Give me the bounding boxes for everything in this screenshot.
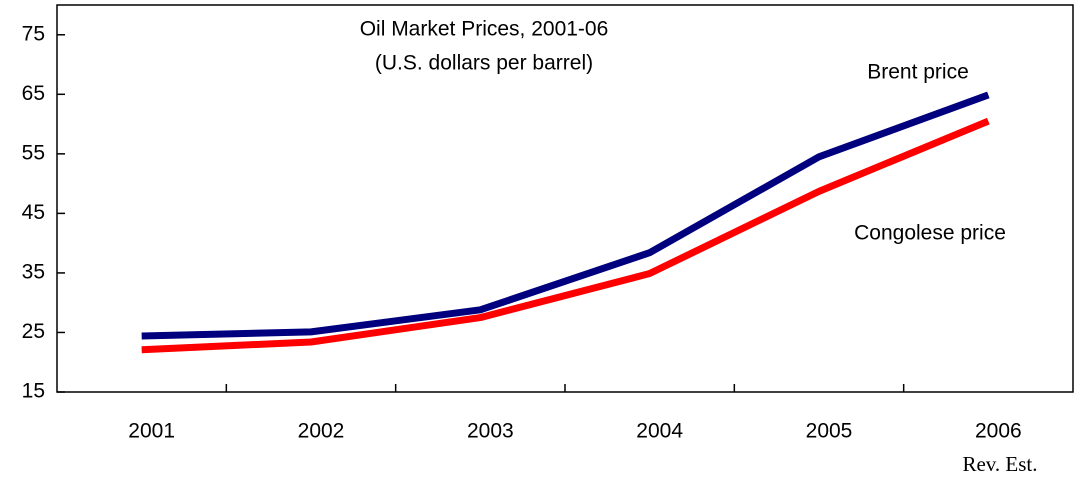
y-tick-label: 35 xyxy=(22,260,45,283)
x-tick-label: 2005 xyxy=(806,420,853,443)
annotation: Rev. Est. xyxy=(962,452,1037,476)
chart-subtitle: (U.S. dollars per barrel) xyxy=(375,52,593,75)
x-tick-label: 2006 xyxy=(975,420,1022,443)
series-line xyxy=(141,91,990,340)
y-tick-label: 55 xyxy=(22,141,45,164)
x-tick-label: 2004 xyxy=(636,420,683,443)
x-tick-label: 2002 xyxy=(298,420,345,443)
chart-title: Oil Market Prices, 2001-06 xyxy=(360,18,609,41)
y-tick-label: 65 xyxy=(22,82,45,105)
series-label: Brent price xyxy=(867,61,969,84)
x-tick-label: 2001 xyxy=(128,420,175,443)
y-tick-label: 15 xyxy=(22,380,45,403)
y-tick-label: 25 xyxy=(22,320,45,343)
y-tick-label: 45 xyxy=(22,201,45,224)
x-tick-label: 2003 xyxy=(467,420,514,443)
series-label: Congolese price xyxy=(854,222,1006,245)
series-line xyxy=(141,117,990,354)
y-tick-label: 75 xyxy=(22,22,45,45)
